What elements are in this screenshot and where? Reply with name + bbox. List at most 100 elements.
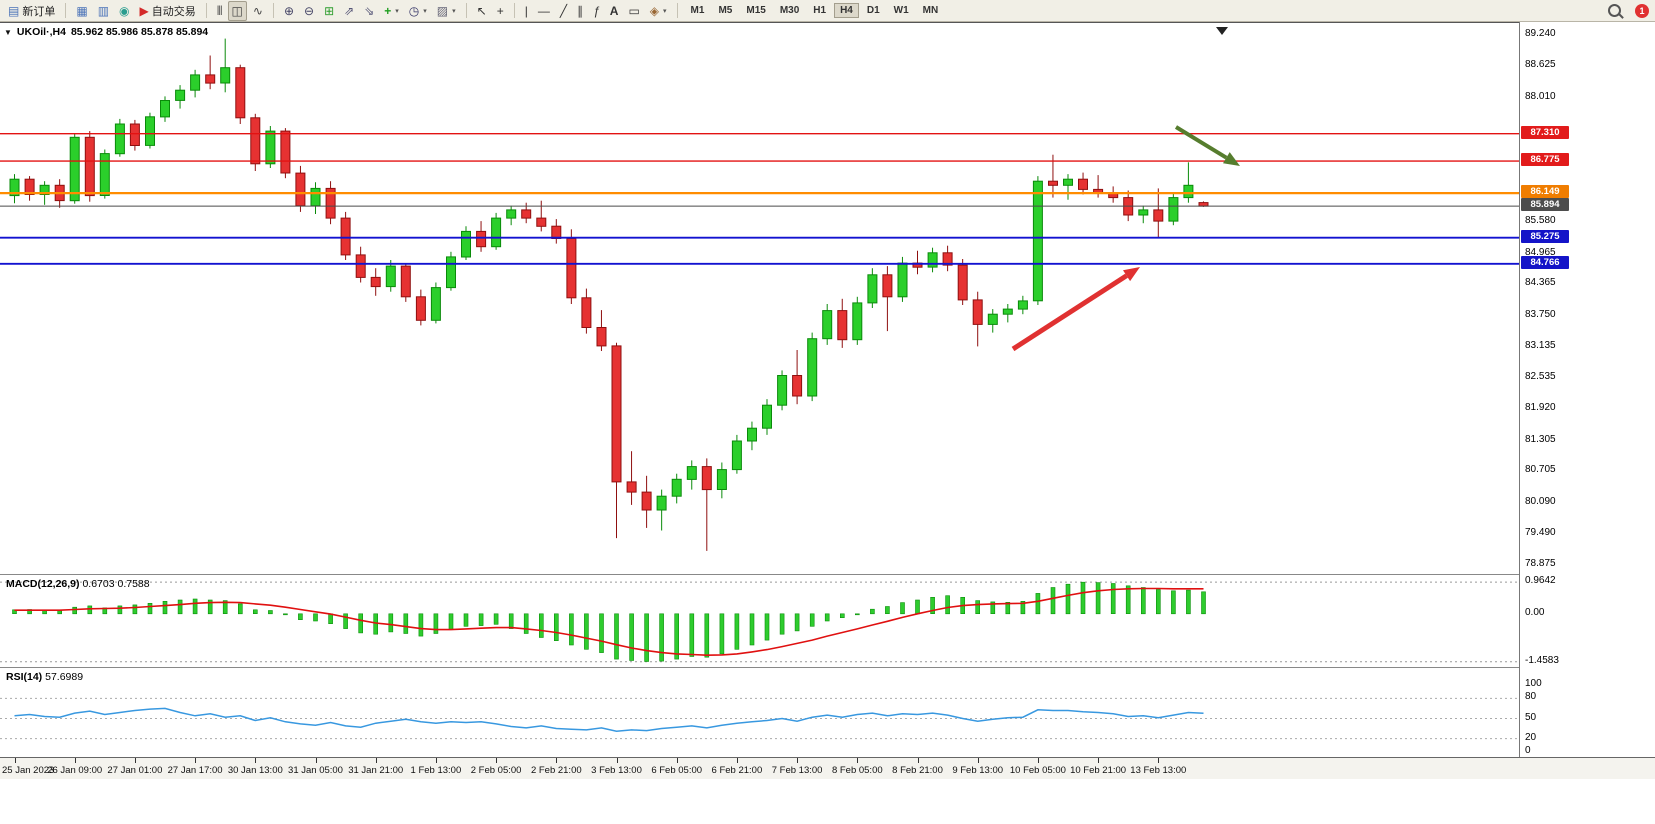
trend-line-button[interactable]: ╱	[556, 1, 571, 21]
rsi-axis-label: 50	[1525, 711, 1537, 723]
separator	[465, 3, 467, 18]
cursor-button[interactable]: ↖	[473, 1, 491, 21]
zoom-out-icon: ⊖	[304, 3, 315, 18]
time-tick	[14, 758, 16, 763]
price-tick-label: 83.750	[1525, 308, 1556, 320]
price-tick-label: 88.625	[1525, 59, 1556, 71]
time-label: 8 Feb 05:00	[831, 765, 883, 776]
tile-windows-button[interactable]: ⊞	[320, 1, 338, 21]
rsi-panel[interactable]: RSI(14) 57.6989	[0, 667, 1519, 758]
timeframe-h4[interactable]: H4	[834, 3, 859, 18]
time-axis[interactable]: 25 Jan 2023 26 Jan 09:00 27 Jan 01:00 27 Ja…	[0, 757, 1655, 780]
candle-chart-button[interactable]: ◫	[227, 0, 247, 21]
notification-badge[interactable]: 1	[1635, 3, 1649, 18]
time-label: 27 Jan 01:00	[107, 765, 163, 776]
auto-trading-button[interactable]: ▶ 自动交易	[136, 1, 200, 21]
zoom-out-button[interactable]: ⊖	[300, 1, 318, 21]
timeframe-m15[interactable]: M15	[746, 5, 766, 16]
right-margin	[1574, 22, 1655, 757]
timeframe-mn[interactable]: MN	[922, 5, 939, 16]
timeframe-w1[interactable]: W1	[893, 5, 909, 16]
shift-end-marker[interactable]	[1216, 27, 1228, 35]
arrows-button[interactable]: ◈ ▾	[646, 1, 671, 21]
timeframe-m5[interactable]: M5	[718, 5, 733, 16]
cursor-icon: ↖	[476, 3, 487, 18]
templates-icon: ▨	[436, 3, 449, 18]
time-label: 26 Jan 09:00	[47, 765, 103, 776]
time-tick	[797, 758, 799, 763]
text-button[interactable]: A	[606, 1, 623, 21]
price-tick-label: 82.535	[1525, 370, 1556, 382]
macd-axis-label: 0.00	[1525, 606, 1545, 618]
periods-clock-icon: ◷	[408, 3, 420, 18]
price-chart-panel[interactable]	[0, 22, 1519, 575]
price-axis[interactable]: 89.240 88.625 88.010 85.580 84.965 84.365 83.7…	[1519, 22, 1574, 757]
price-badge-85.894: 85.894	[1521, 198, 1569, 212]
time-label: 7 Feb 13:00	[771, 765, 823, 776]
timeframe-h1[interactable]: H1	[813, 5, 827, 16]
separator	[272, 3, 274, 18]
red-up-arrow[interactable]	[1011, 267, 1140, 352]
macd-panel[interactable]: MACD(12,26,9) 0.6703 0.7588	[0, 574, 1519, 668]
time-label: 1 Feb 13:00	[410, 765, 462, 776]
search-button[interactable]	[1604, 1, 1633, 21]
price-tick-label: 89.240	[1525, 28, 1556, 39]
dropdown-caret-icon: ▾	[663, 7, 667, 15]
channel-button[interactable]: ∥	[573, 1, 587, 21]
fibonacci-button[interactable]: ƒ	[589, 1, 604, 21]
add-indicator-button[interactable]: + ▾	[380, 1, 403, 21]
time-tick	[1098, 758, 1100, 763]
timeframe-m30[interactable]: M30	[779, 5, 800, 16]
auto-trading-icon: ▶	[139, 3, 149, 18]
bar-chart-button[interactable]: |||	[213, 1, 226, 21]
time-tick	[375, 758, 377, 763]
line-chart-button[interactable]: ∿	[249, 1, 267, 21]
time-label: 13 Feb 13:00	[1130, 765, 1187, 776]
toolbar: ▤ 新订单 ▦ ▥ ◉ ▶ 自动交易 ||| ◫ ∿ ⊕ ⊖ ⊞ ⇗ ⇘ + ▾…	[0, 0, 1655, 22]
zoom-in-button[interactable]: ⊕	[280, 1, 298, 21]
cascade-charts-button[interactable]: ⇗	[340, 1, 358, 21]
time-label: 10 Feb 21:00	[1070, 765, 1127, 776]
crosshair-button[interactable]: +	[493, 1, 508, 21]
time-label: 31 Jan 05:00	[288, 765, 343, 776]
arrange-charts-button[interactable]: ⇘	[360, 1, 378, 21]
time-tick	[315, 758, 317, 763]
time-label: 27 Jan 17:00	[167, 765, 223, 776]
collapse-chart-icon[interactable]: ▼	[4, 27, 12, 37]
rsi-line	[14, 707, 1204, 732]
bottom-margin	[0, 779, 1655, 824]
candles	[9, 38, 1209, 551]
macd-histogram	[12, 581, 1206, 662]
time-tick	[195, 758, 197, 763]
timeframe-d1[interactable]: D1	[866, 5, 880, 16]
rsi-axis-label: 0	[1525, 745, 1531, 756]
chart-window-button[interactable]: ▦	[72, 1, 91, 21]
price-tick-label: 85.580	[1525, 215, 1556, 227]
new-order-button[interactable]: ▤ 新订单	[4, 1, 59, 21]
price-badge-86.149: 86.149	[1521, 185, 1569, 199]
macd-label: MACD(12,26,9) 0.6703 0.7588	[6, 578, 150, 590]
time-tick	[74, 758, 76, 763]
green-down-arrow[interactable]	[1174, 125, 1240, 166]
price-badge-86.775: 86.775	[1521, 153, 1569, 167]
time-tick	[977, 758, 979, 763]
dropdown-caret-icon: ▾	[423, 7, 427, 15]
timeframe-m1[interactable]: M1	[690, 5, 705, 16]
time-label: 10 Feb 05:00	[1009, 765, 1066, 776]
time-label: 3 Feb 13:00	[591, 765, 642, 776]
signals-icon: ◉	[119, 3, 130, 18]
templates-button[interactable]: ▨ ▾	[433, 1, 460, 21]
horizontal-line-button[interactable]: —	[534, 1, 554, 21]
signals-button[interactable]: ◉	[115, 1, 133, 21]
text-label-icon: ▭	[628, 3, 640, 18]
macd-axis-label: -1.4583	[1525, 654, 1559, 666]
time-tick	[1037, 758, 1039, 763]
dropdown-caret-icon: ▾	[395, 7, 399, 15]
price-tick-label: 83.135	[1525, 340, 1556, 352]
vertical-line-button[interactable]: |	[521, 1, 532, 21]
text-label-button[interactable]: ▭	[624, 1, 643, 21]
periods-button[interactable]: ◷ ▾	[405, 1, 431, 21]
market-watch-button[interactable]: ▥	[94, 1, 113, 21]
bar-chart-icon: |||	[216, 4, 223, 16]
price-tick-label: 81.305	[1525, 433, 1556, 445]
